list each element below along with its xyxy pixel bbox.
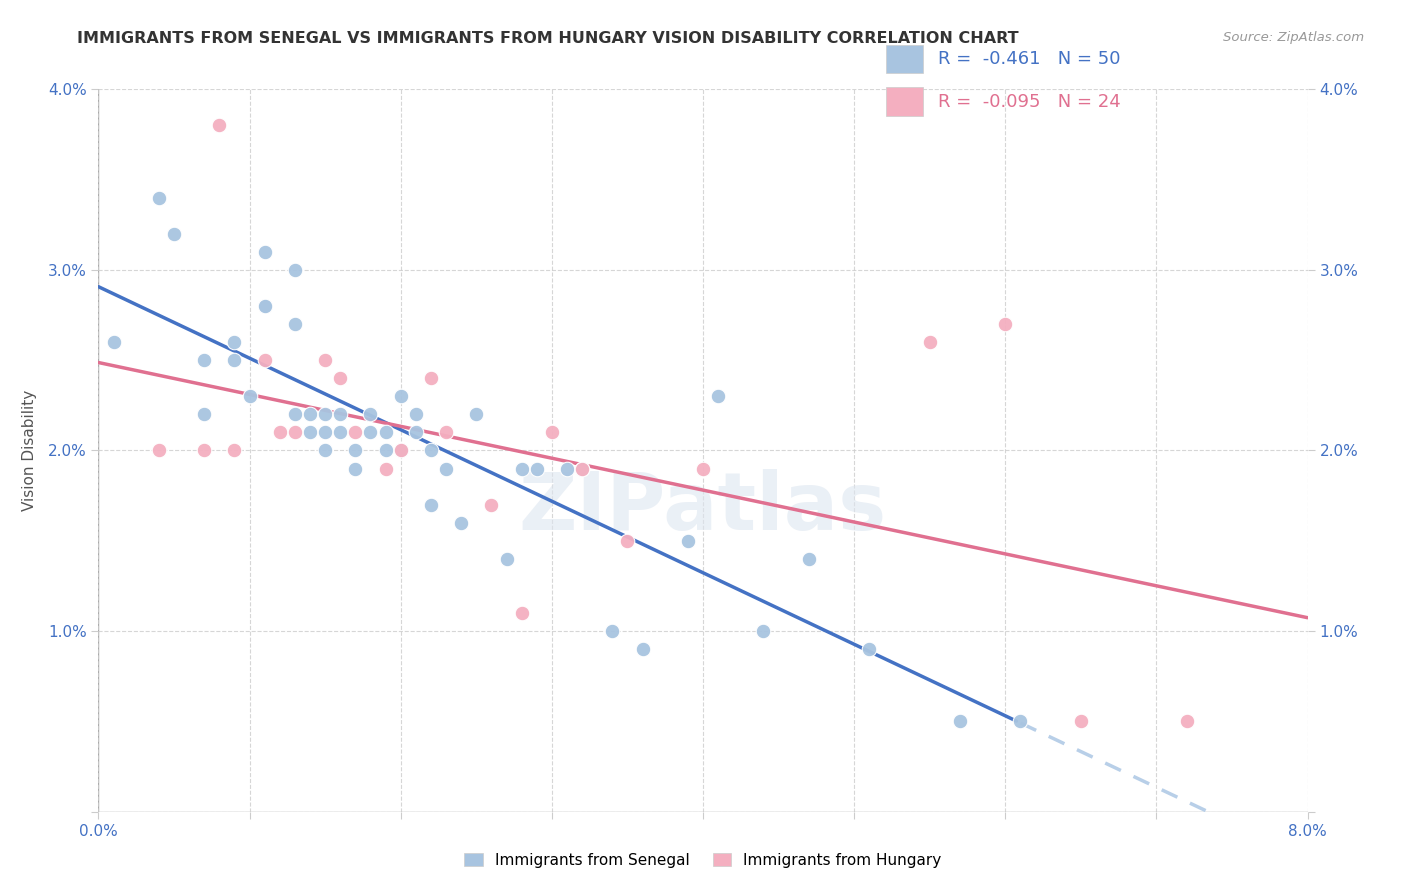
Text: Source: ZipAtlas.com: Source: ZipAtlas.com (1223, 31, 1364, 45)
Point (389, 443, 412, 458)
Point (374, 443, 396, 458)
Point (434, 461, 457, 475)
Point (389, 389, 412, 403)
Legend: Immigrants from Senegal, Immigrants from Hungary: Immigrants from Senegal, Immigrants from… (457, 845, 949, 875)
Point (208, 118, 231, 132)
Point (555, 461, 578, 475)
Point (193, 443, 215, 458)
Point (360, 407, 382, 421)
Point (994, 317, 1017, 331)
Point (344, 425, 367, 440)
Point (253, 353, 276, 368)
Point (360, 425, 382, 440)
Point (692, 461, 714, 475)
Point (253, 299, 276, 313)
Point (193, 353, 215, 368)
Point (434, 425, 457, 440)
Point (224, 353, 246, 368)
Point (314, 443, 336, 458)
Point (224, 443, 246, 458)
Point (299, 407, 322, 421)
Point (284, 317, 307, 331)
Text: IMMIGRANTS FROM SENEGAL VS IMMIGRANTS FROM HUNGARY VISION DISABILITY CORRELATION: IMMIGRANTS FROM SENEGAL VS IMMIGRANTS FR… (77, 31, 1019, 46)
Bar (886, 87, 922, 116)
Point (344, 461, 367, 475)
Point (148, 190, 170, 204)
Point (148, 443, 170, 458)
Point (405, 425, 427, 440)
Point (918, 334, 941, 349)
Point (420, 371, 443, 385)
Point (314, 407, 336, 421)
Point (284, 407, 307, 421)
Point (510, 606, 533, 620)
Point (616, 533, 638, 548)
Point (299, 425, 322, 440)
Point (314, 353, 336, 368)
Point (420, 443, 443, 458)
Bar (886, 45, 922, 73)
Point (284, 425, 307, 440)
Point (239, 389, 262, 403)
Point (329, 425, 352, 440)
Point (949, 714, 972, 729)
Point (344, 443, 367, 458)
Point (389, 443, 412, 458)
Point (571, 461, 593, 475)
Point (510, 461, 533, 475)
Point (374, 425, 396, 440)
Point (253, 244, 276, 259)
Text: R =  -0.095   N = 24: R = -0.095 N = 24 (938, 93, 1121, 111)
Point (284, 262, 307, 277)
Point (797, 551, 820, 566)
Point (420, 498, 443, 512)
Point (707, 389, 730, 403)
Point (193, 407, 215, 421)
Point (405, 407, 427, 421)
Point (1070, 714, 1092, 729)
Point (602, 624, 624, 639)
Point (269, 425, 291, 440)
Point (1175, 714, 1198, 729)
Point (329, 407, 352, 421)
Point (481, 498, 503, 512)
Point (329, 371, 352, 385)
Text: ZIPatlas: ZIPatlas (519, 469, 887, 548)
Point (752, 624, 775, 639)
Point (163, 227, 186, 241)
Point (1010, 714, 1032, 729)
Text: R =  -0.461   N = 50: R = -0.461 N = 50 (938, 50, 1121, 68)
Point (103, 334, 125, 349)
Point (526, 461, 548, 475)
Point (858, 642, 880, 657)
Point (450, 516, 472, 530)
Point (495, 551, 517, 566)
Point (465, 407, 488, 421)
Point (571, 461, 593, 475)
Point (224, 334, 246, 349)
Point (374, 461, 396, 475)
Point (540, 425, 562, 440)
Point (314, 425, 336, 440)
Point (253, 299, 276, 313)
Y-axis label: Vision Disability: Vision Disability (21, 390, 37, 511)
Point (631, 642, 654, 657)
Point (676, 533, 699, 548)
